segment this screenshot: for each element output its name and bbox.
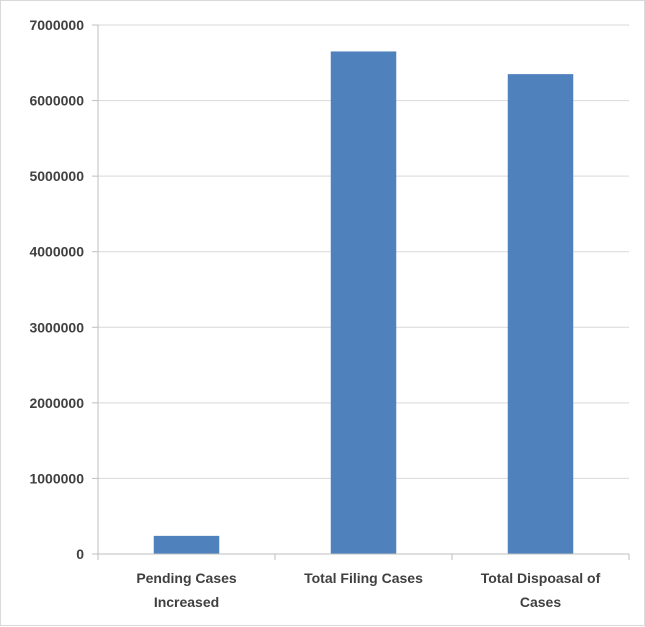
x-category-label-line: Total Filing Cases — [304, 570, 423, 586]
bar — [153, 535, 220, 554]
bar — [507, 74, 574, 554]
x-category-label-line: Pending Cases — [136, 570, 237, 586]
y-tick-label: 2000000 — [29, 395, 84, 411]
bars — [153, 51, 574, 554]
x-category-label: Total Filing Cases — [304, 570, 423, 586]
y-tick-label: 5000000 — [29, 168, 84, 184]
y-tick-label: 4000000 — [29, 244, 84, 260]
y-tick-label: 3000000 — [29, 319, 84, 335]
y-tick-label: 6000000 — [29, 93, 84, 109]
y-tick-label: 7000000 — [29, 17, 84, 33]
y-tick-labels: 0 1000000 2000000 3000000 4000000 5000000 6000… — [29, 17, 84, 562]
x-category-labels: Pending Cases Increased Total Filing Cases… — [136, 570, 600, 610]
x-category-label-line: Total Dispoasal of — [481, 570, 601, 586]
y-tick-label: 1000000 — [29, 470, 84, 486]
x-category-label-line: Increased — [154, 594, 219, 610]
x-category-label: Pending Cases Increased — [136, 570, 237, 610]
axes — [92, 24, 630, 560]
x-category-label-line: Cases — [520, 594, 561, 610]
bar — [330, 51, 397, 554]
y-tick-label: 0 — [76, 546, 84, 562]
x-category-label: Total Dispoasal of Cases — [481, 570, 601, 610]
